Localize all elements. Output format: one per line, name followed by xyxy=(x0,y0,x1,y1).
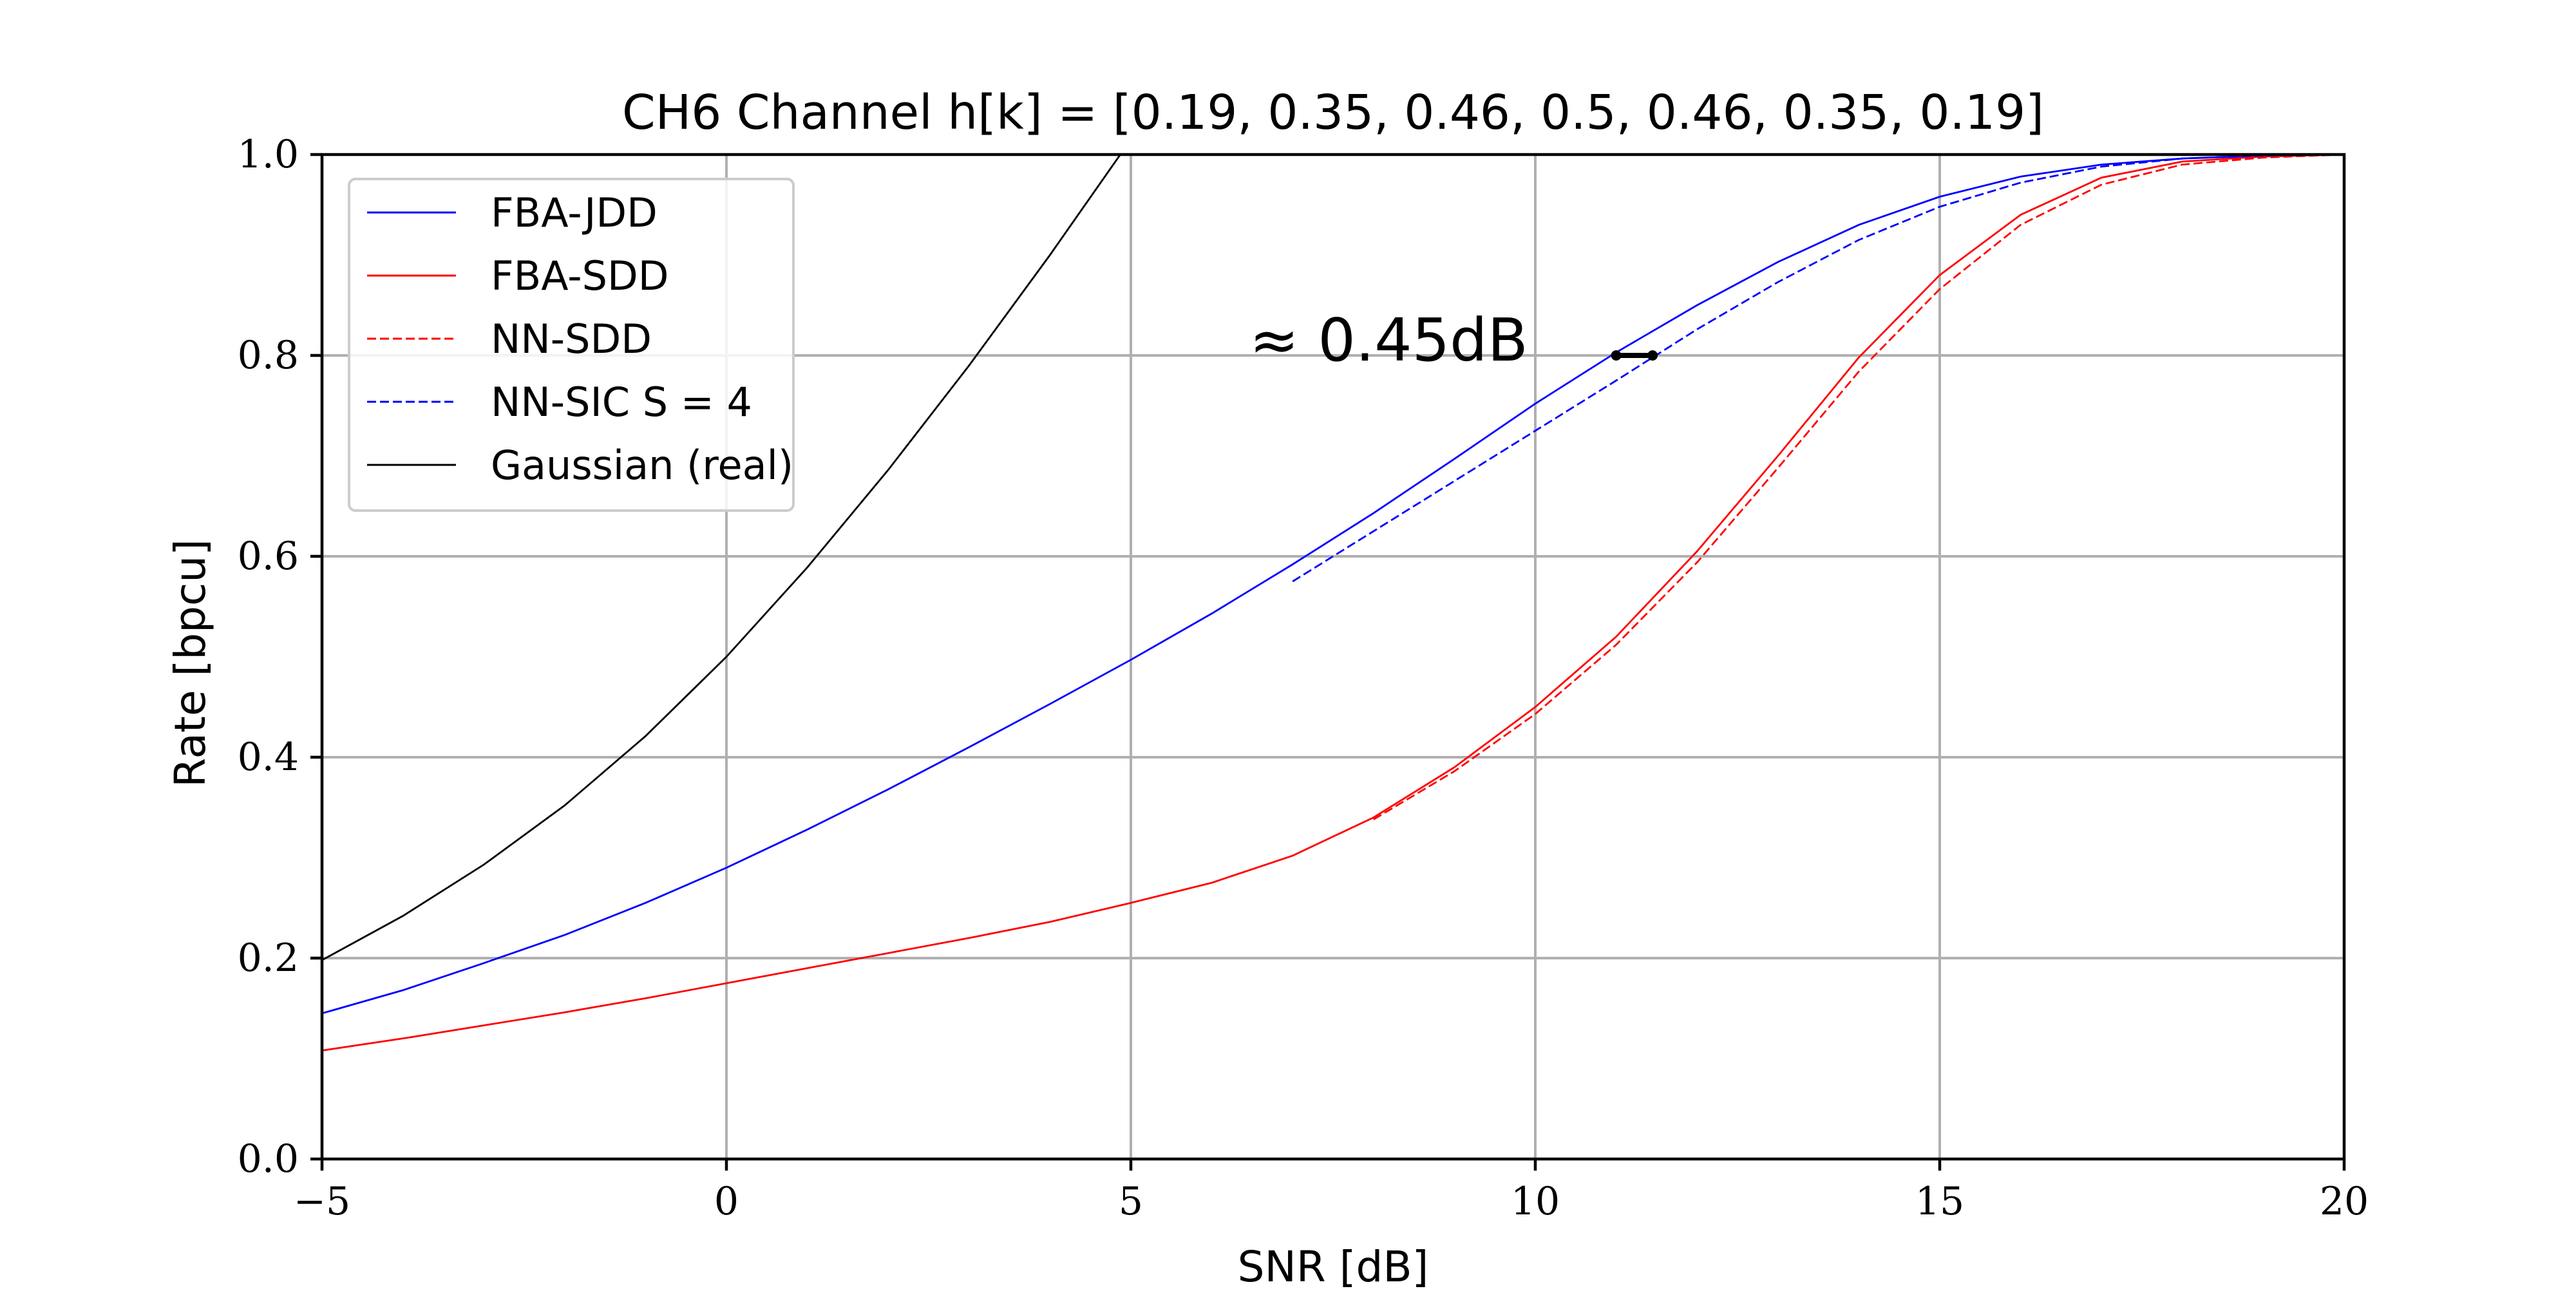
x-tick-label: 0 xyxy=(714,1179,739,1224)
chart-title: CH6 Channel h[k] = [0.19, 0.35, 0.46, 0.… xyxy=(622,85,2044,140)
x-tick-label: 20 xyxy=(2320,1179,2369,1224)
x-axis-label: SNR [dB] xyxy=(1238,1242,1429,1288)
series-line-nn-sdd xyxy=(1373,155,2344,820)
plot-frame xyxy=(320,153,2346,1161)
x-tick-label: 5 xyxy=(1119,1179,1143,1224)
annotation-arrow-end-dot xyxy=(1647,350,1658,361)
series-line-gaussian-real xyxy=(322,155,1122,961)
annotation-arrow-start-dot xyxy=(1611,350,1622,361)
y-tick-label: 0.2 xyxy=(238,936,299,981)
x-tick-label: −5 xyxy=(294,1179,350,1224)
legend-label-gaussian-real: Gaussian (real) xyxy=(491,442,793,489)
x-tick-label: 10 xyxy=(1511,1179,1560,1224)
x-tick-label: 15 xyxy=(1915,1179,1964,1224)
y-tick-label: 0.6 xyxy=(238,534,299,579)
y-axis-label: Rate [bpcu] xyxy=(166,539,215,787)
annotation-label: ≈ 0.45dB xyxy=(1249,306,1528,375)
series-lines xyxy=(322,155,2344,1051)
legend-label-fba-jdd: FBA-JDD xyxy=(491,189,658,236)
annotation: ≈ 0.45dB xyxy=(1249,306,1658,375)
series-line-fba-jdd xyxy=(322,155,2344,1015)
legend: FBA-JDD FBA-SDD NN-SDD NN-SIC S = 4 Gaussian… xyxy=(348,178,795,512)
series-line-fba-sdd xyxy=(322,155,2344,1051)
y-tick-label: 0.8 xyxy=(238,333,299,378)
y-tick-label: 0.0 xyxy=(238,1136,299,1182)
legend-label-nn-sdd: NN-SDD xyxy=(491,316,652,363)
legend-items: FBA-JDD FBA-SDD NN-SDD NN-SIC S = 4 Gaussian… xyxy=(367,189,793,489)
series-line-nn-sic-s-4 xyxy=(1292,155,2344,583)
axis-ticks: −5 0 5 10 15 20 0.0 0.2 0.4 0.6 0.8 1.0 xyxy=(238,132,2369,1224)
legend-label-fba-sdd: FBA-SDD xyxy=(491,252,668,299)
y-tick-label: 1.0 xyxy=(238,132,299,177)
y-tick-label: 0.4 xyxy=(238,735,299,780)
legend-box xyxy=(348,178,795,512)
legend-label-nn-sic-s-4: NN-SIC S = 4 xyxy=(491,379,752,426)
